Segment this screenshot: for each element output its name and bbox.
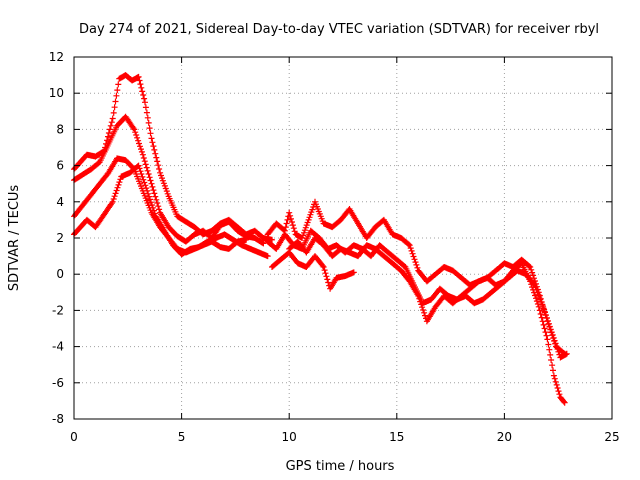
y-tick-label: 8 [56, 122, 64, 136]
x-axis-title: GPS time / hours [286, 459, 395, 474]
x-tick-label: 25 [604, 430, 619, 444]
y-tick-label: 6 [56, 159, 64, 173]
x-tick-label: 15 [389, 430, 404, 444]
series-track-7 [269, 249, 357, 292]
y-tick-label: 0 [56, 267, 64, 281]
axis-ticks [73, 56, 613, 420]
y-tick-labels: -8 -6 -4 -2 0 2 4 6 8 10 12 [49, 50, 64, 426]
series-track-4 [71, 162, 271, 260]
x-tick-label: 20 [497, 430, 512, 444]
y-axis-title: SDTVAR / TECUs [7, 185, 22, 292]
data-point-markers [264, 198, 568, 357]
y-tick-label: -6 [52, 376, 64, 390]
y-tick-label: 12 [49, 50, 64, 64]
chart-title: Day 274 of 2021, Sidereal Day-to-day VTE… [79, 22, 599, 37]
series-track-5 [264, 198, 568, 357]
y-tick-label: -2 [52, 303, 64, 317]
x-tick-labels: 0 5 10 15 20 25 [70, 430, 619, 444]
data-series-group [71, 72, 570, 406]
grid-lines [74, 57, 612, 419]
x-tick-label: 5 [178, 430, 186, 444]
y-tick-label: 10 [49, 86, 64, 100]
data-point-markers [269, 249, 357, 292]
x-tick-label: 0 [70, 430, 78, 444]
x-tick-label: 10 [282, 430, 297, 444]
series-track-8 [286, 235, 568, 406]
y-tick-label: 2 [56, 231, 64, 245]
y-tick-label: 4 [56, 195, 64, 209]
y-tick-label: -8 [52, 412, 64, 426]
y-tick-label: -4 [52, 340, 64, 354]
data-point-markers [286, 235, 568, 406]
data-point-markers [71, 162, 271, 260]
